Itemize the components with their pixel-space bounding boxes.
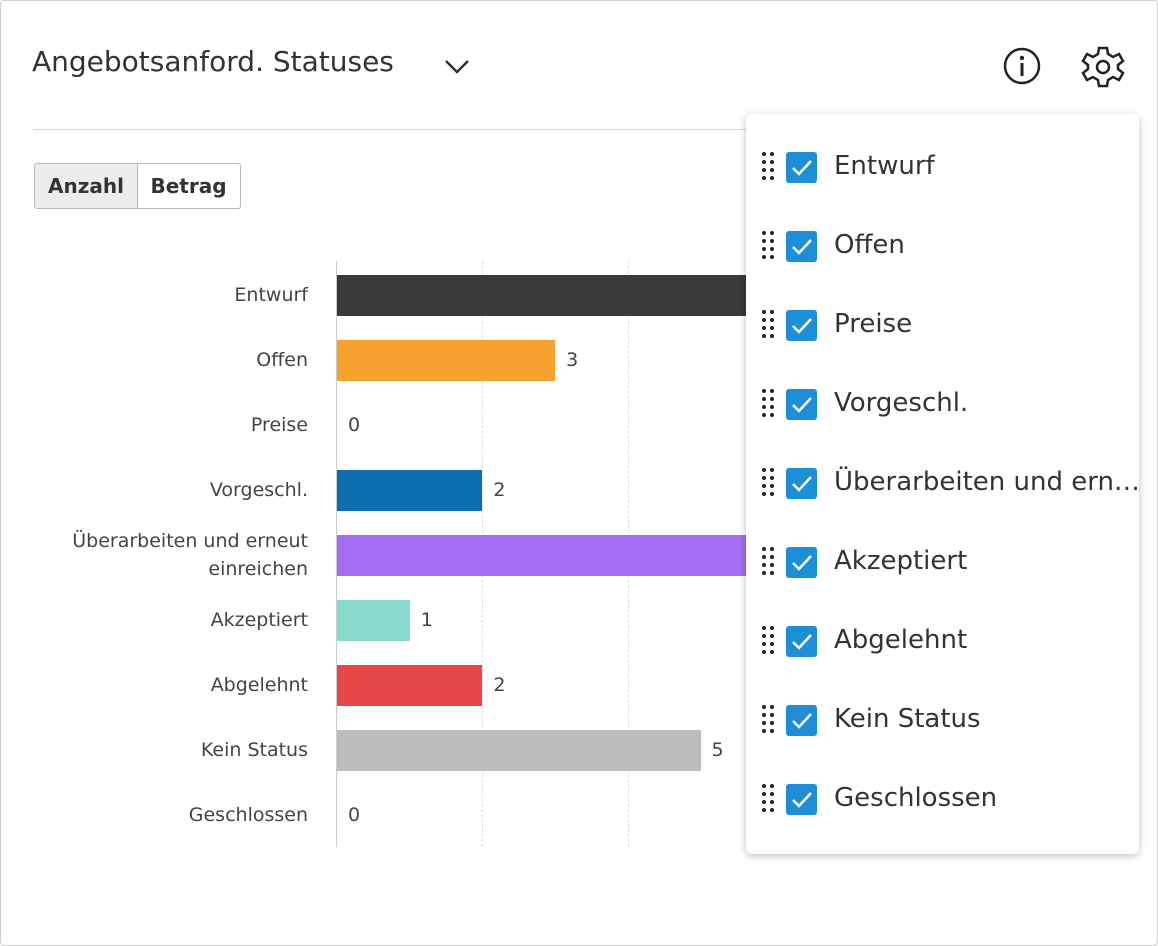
category-label: Akzeptiert (210, 609, 308, 631)
category-label: Geschlossen (188, 804, 308, 826)
menu-item-label[interactable]: Akzeptiert (834, 546, 968, 576)
toggle-anzahl[interactable]: Anzahl (34, 163, 138, 209)
checkbox[interactable] (786, 468, 817, 499)
drag-handle[interactable] (761, 545, 775, 577)
checkbox[interactable] (786, 626, 817, 657)
menu-item-label[interactable]: Offen (834, 230, 905, 260)
bar (337, 730, 701, 771)
settings-popup: Entwurf Offen Preise Vorgeschl. Überarbeiten… (746, 114, 1140, 854)
checkbox[interactable] (786, 705, 817, 736)
menu-item-label[interactable]: Entwurf (834, 151, 935, 181)
drag-handle[interactable] (761, 308, 775, 340)
drag-handle[interactable] (761, 782, 775, 814)
drag-handle[interactable] (761, 150, 775, 182)
dropdown-chevron[interactable] (443, 53, 471, 79)
toggle-betrag[interactable]: Betrag (137, 163, 241, 209)
category-label: Preise (250, 414, 308, 436)
menu-item-label[interactable]: Vorgeschl. (834, 388, 969, 418)
value-label: 1 (420, 609, 433, 631)
drag-handle[interactable] (761, 387, 775, 419)
value-label: 3 (566, 349, 579, 371)
bar (337, 470, 483, 511)
category-label: Vorgeschl. (209, 479, 308, 501)
menu-item-label[interactable]: Überarbeiten und ern… (834, 467, 1140, 497)
info-icon[interactable] (1002, 46, 1042, 86)
category-label: Entwurf (234, 284, 308, 306)
widget-title[interactable]: Angebotsanford. Statuses (32, 45, 394, 78)
drag-handle[interactable] (761, 624, 775, 656)
value-label: 0 (348, 804, 361, 826)
menu-item-label[interactable]: Preise (834, 309, 913, 339)
category-label: Offen (256, 349, 308, 371)
settings-icon[interactable] (1081, 45, 1125, 89)
bar (337, 275, 774, 316)
checkbox[interactable] (786, 547, 817, 578)
axis-line (336, 261, 337, 847)
value-label: 2 (493, 674, 506, 696)
menu-item-label[interactable]: Abgelehnt (834, 625, 968, 655)
drag-handle[interactable] (761, 703, 775, 735)
checkbox[interactable] (786, 784, 817, 815)
category-label: Überarbeiten und erneut einreichen (72, 530, 308, 580)
drag-handle[interactable] (761, 466, 775, 498)
menu-item-label[interactable]: Geschlossen (834, 783, 998, 813)
bar (337, 600, 410, 641)
category-label: Abgelehnt (210, 674, 308, 696)
checkbox[interactable] (786, 231, 817, 262)
divider (33, 129, 753, 130)
value-label: 2 (493, 479, 506, 501)
checkbox[interactable] (786, 389, 817, 420)
value-label: 5 (711, 739, 724, 761)
drag-handle[interactable] (761, 229, 775, 261)
checkbox[interactable] (786, 152, 817, 183)
menu-item-label[interactable]: Kein Status (834, 704, 981, 734)
bar (337, 665, 483, 706)
value-label: 0 (348, 414, 361, 436)
bar (337, 340, 556, 381)
checkbox[interactable] (786, 310, 817, 341)
category-label: Kein Status (200, 739, 308, 761)
bar (337, 535, 774, 576)
